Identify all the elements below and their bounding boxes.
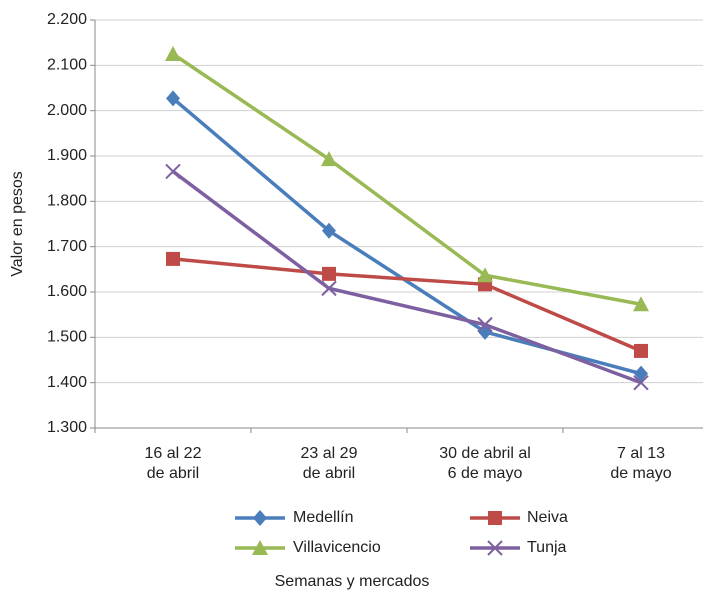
y-tick-label: 1.700 — [47, 238, 87, 255]
y-tick-label: 1.400 — [47, 374, 87, 391]
y-tick-label: 1.900 — [47, 147, 87, 164]
data-point — [165, 163, 181, 180]
x-tick-label: de abril — [303, 465, 355, 482]
y-tick-label: 2.000 — [47, 102, 87, 119]
data-point — [321, 280, 337, 297]
data-point — [634, 343, 648, 358]
data-point — [634, 365, 648, 382]
legend-marker — [253, 510, 267, 526]
x-axis-title: Semanas y mercados — [275, 573, 430, 590]
y-axis-title: Valor en pesos — [9, 171, 26, 277]
y-tick-label: 2.100 — [47, 57, 87, 74]
data-point — [165, 46, 181, 61]
series-line — [172, 257, 642, 353]
data-point — [633, 296, 649, 312]
legend-marker — [487, 540, 503, 556]
x-tick-label: de mayo — [610, 465, 671, 482]
data-point — [477, 316, 493, 333]
data-point — [322, 222, 336, 239]
x-tick-label: de abril — [147, 465, 199, 482]
x-tick-label: 23 al 29 — [301, 445, 358, 462]
y-tick-label: 1.800 — [47, 193, 87, 210]
x-tick-label: 16 al 22 — [145, 445, 202, 462]
data-point — [166, 90, 180, 107]
data-point — [477, 267, 493, 283]
series-line — [172, 52, 642, 306]
x-tick-label: 30 de abril al — [439, 445, 531, 462]
legend-label: Villavicencio — [293, 539, 381, 556]
series-line — [171, 170, 642, 385]
legend-marker — [488, 511, 502, 525]
y-tick-label: 2.200 — [47, 11, 87, 28]
data-point — [633, 374, 649, 391]
x-tick-label: 7 al 13 — [617, 445, 665, 462]
y-tick-label: 1.600 — [47, 283, 87, 300]
y-tick-label: 1.500 — [47, 329, 87, 346]
data-point — [321, 151, 337, 167]
x-tick-label: 6 de mayo — [448, 465, 523, 482]
series-line — [171, 97, 642, 376]
legend-label: Tunja — [527, 539, 567, 556]
data-point — [166, 251, 180, 266]
y-tick-label: 1.300 — [47, 419, 87, 436]
legend-marker — [252, 540, 268, 555]
legend-label: Medellín — [293, 509, 353, 526]
legend-label: Neiva — [527, 509, 568, 526]
data-point — [322, 266, 336, 281]
